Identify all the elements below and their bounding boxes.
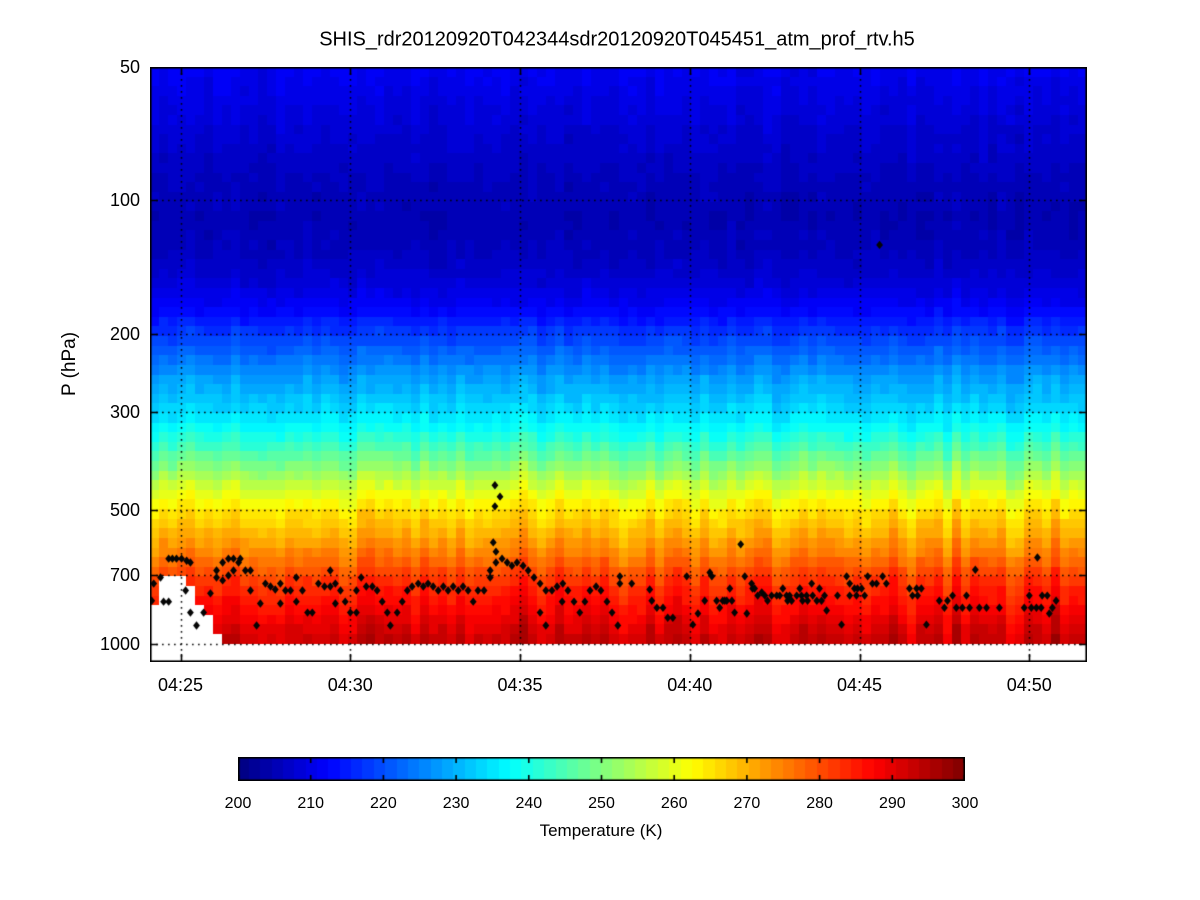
y-tick-label: 700 [109,564,140,585]
colorbar-tick-label: 290 [878,795,906,812]
y-tick-label: 300 [109,401,140,422]
y-tick-label: 50 [119,57,140,77]
colorbar-tick-label: 220 [370,795,397,812]
plot-title: SHIS_rdr20120920T042344sdr20120920T04545… [319,28,915,51]
y-tick-label: 500 [109,500,140,521]
colorbar-tick-label: 230 [442,795,470,812]
y-tick-label: 100 [109,190,140,211]
x-tick-label: 04:40 [667,675,713,695]
colorbar-tick-label: 250 [588,795,615,812]
colorbar-tick-label: 300 [951,795,979,812]
y-tick-label: 200 [109,323,140,344]
colorbar-tick-label: 200 [224,795,252,812]
colorbar-label: Temperature (K) [539,821,663,840]
y-tick-label: 1000 [99,633,140,654]
colorbar-tick-label: 240 [515,795,543,812]
colorbar-tick-label: 260 [660,795,688,812]
x-tick-label: 04:35 [497,675,543,695]
colorbar-tick-label: 210 [297,795,325,812]
x-tick-label: 04:50 [1006,675,1052,695]
heatmap-canvas [150,67,1087,662]
colorbar-canvas [238,757,965,781]
x-tick-label: 04:30 [327,675,373,695]
x-tick-label: 04:45 [837,675,883,695]
x-tick-label: 04:25 [158,675,204,695]
colorbar-tick-label: 280 [806,795,833,812]
colorbar-tick-label: 270 [733,795,761,812]
